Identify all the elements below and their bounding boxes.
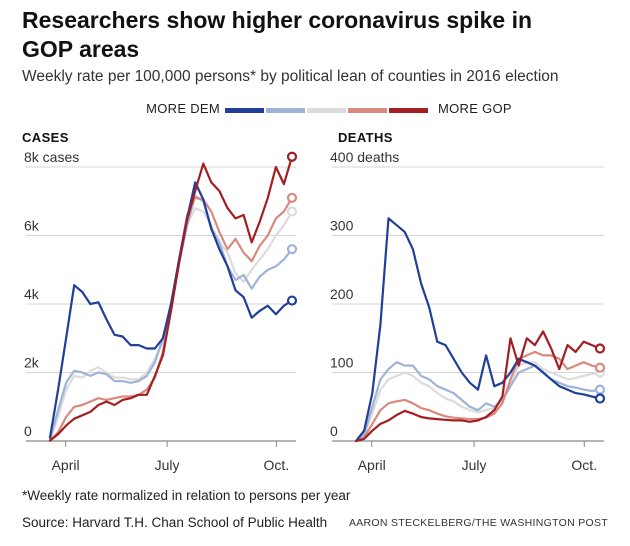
legend-swatch-1 (225, 108, 264, 113)
deaths-panel-title: DEATHS (338, 130, 393, 145)
legend-right-label: MORE GOP (438, 101, 512, 116)
cases-series-line-1 (48, 181, 294, 439)
deaths-y-tick-label: 100 (330, 355, 354, 371)
legend-left-label: MORE DEM (146, 101, 220, 116)
deaths-series-endpoint-2 (594, 384, 606, 395)
source-note: Source: Harvard T.H. Chan School of Publ… (22, 515, 328, 530)
deaths-series-endpoint-4 (594, 362, 606, 373)
cases-y-tick-label: 4k (24, 286, 40, 302)
cases-y-tick-label: 2k (24, 355, 40, 371)
cases-chart: 0 2k 4k 6k 8k cases April July Oct. (24, 149, 298, 473)
deaths-series-line-3 (354, 361, 602, 443)
credit-line: AARON STECKELBERG/THE WASHINGTON POST (348, 517, 608, 529)
deaths-series-endpoint-1 (594, 393, 606, 404)
deaths-series-line-4 (354, 350, 602, 443)
chart-title: Researchers show higher coronavirus spik… (22, 7, 533, 62)
cases-y-tick-label: 8k cases (24, 149, 79, 165)
cases-series-endpoint-5 (286, 151, 298, 162)
cases-series-line-5 (48, 155, 294, 442)
cases-series-endpoint-2 (286, 244, 298, 255)
cases-series-endpoint-4 (286, 192, 298, 203)
deaths-y-tick-label: 200 (330, 286, 354, 302)
legend: MORE DEM MORE GOP (0, 101, 630, 121)
legend-swatch-3 (307, 108, 346, 113)
deaths-series-line-2 (354, 361, 602, 443)
cases-x-tick-label: Oct. (264, 457, 290, 473)
deaths-series-endpoint-5 (594, 343, 606, 354)
deaths-y-tick-label: 0 (330, 423, 338, 439)
deaths-series-line-1 (354, 217, 602, 443)
deaths-x-tick-label: Oct. (571, 457, 597, 473)
cases-x-tick-label: July (155, 457, 180, 473)
cases-series-endpoint-1 (286, 295, 298, 306)
cases-y-tick-label: 6k (24, 218, 40, 234)
deaths-x-tick-label: July (462, 457, 487, 473)
deaths-series-line-5 (354, 330, 602, 443)
chart-subtitle: Weekly rate per 100,000 persons* by poli… (22, 68, 559, 85)
cases-x-tick-label: April (52, 457, 80, 473)
cases-series-endpoint-3 (286, 206, 298, 217)
footnote: *Weekly rate normalized in relation to p… (22, 488, 351, 503)
legend-swatch-5 (389, 108, 428, 113)
deaths-chart: 0 100 200 300 400 deaths April July Oct. (330, 149, 606, 473)
legend-swatch-4 (348, 108, 387, 113)
deaths-y-tick-label: 300 (330, 218, 354, 234)
deaths-y-tick-label: 400 deaths (330, 149, 399, 165)
cases-panel-title: CASES (22, 130, 69, 145)
cases-series-line-3 (48, 207, 294, 442)
deaths-x-tick-label: April (358, 457, 386, 473)
cases-y-tick-label: 0 (24, 423, 32, 439)
legend-swatch-2 (266, 108, 305, 113)
